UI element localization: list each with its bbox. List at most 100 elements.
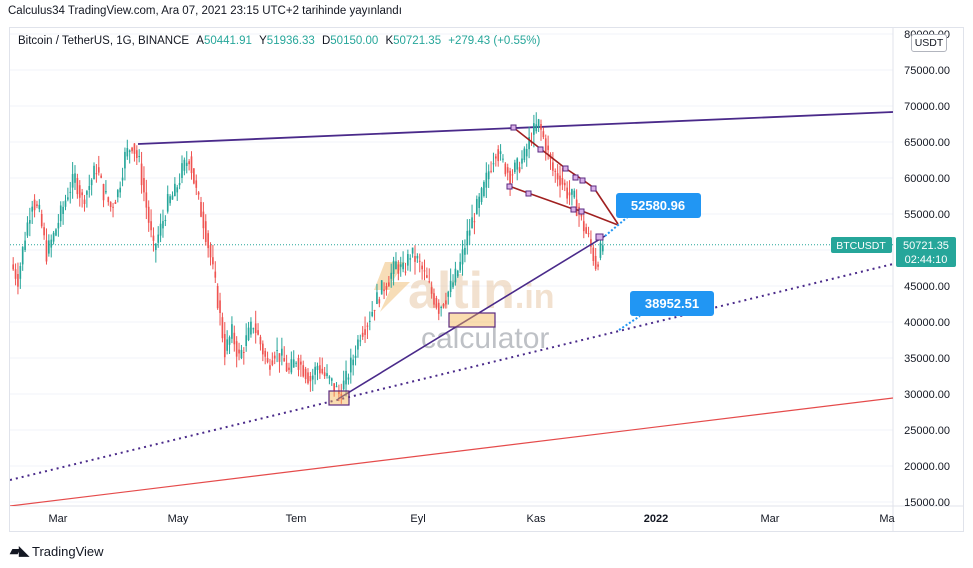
candle[interactable]	[59, 201, 62, 227]
candle[interactable]	[112, 202, 114, 218]
candle[interactable]	[240, 344, 243, 360]
candle[interactable]	[309, 371, 312, 392]
candle[interactable]	[71, 162, 74, 199]
candle[interactable]	[504, 162, 507, 177]
candle[interactable]	[152, 227, 155, 252]
candle[interactable]	[135, 145, 138, 166]
candle[interactable]	[582, 213, 585, 239]
candle[interactable]	[549, 152, 552, 170]
candle[interactable]	[181, 155, 183, 184]
candle[interactable]	[430, 281, 433, 299]
candle[interactable]	[511, 169, 514, 184]
candle[interactable]	[183, 157, 186, 176]
candle[interactable]	[214, 261, 217, 283]
candle[interactable]	[197, 191, 200, 200]
candle[interactable]	[100, 173, 102, 179]
candle[interactable]	[407, 249, 409, 271]
time-axis[interactable]: Mar May Tem Eyl Kas 2022 Mar Ma	[49, 513, 896, 525]
candle[interactable]	[402, 251, 404, 273]
candle[interactable]	[509, 167, 511, 196]
candle[interactable]	[28, 207, 31, 237]
candle[interactable]	[533, 114, 535, 148]
candle[interactable]	[138, 149, 141, 163]
candle[interactable]	[21, 246, 24, 271]
candle[interactable]	[578, 203, 580, 227]
candle[interactable]	[437, 299, 440, 321]
candle[interactable]	[219, 292, 221, 326]
candle[interactable]	[212, 244, 214, 270]
candle[interactable]	[26, 216, 29, 238]
candle[interactable]	[307, 368, 309, 385]
candle[interactable]	[537, 118, 540, 133]
candle[interactable]	[459, 253, 461, 273]
red-support-line[interactable]	[10, 397, 893, 506]
candle[interactable]	[273, 351, 276, 365]
candle[interactable]	[226, 330, 228, 355]
candle[interactable]	[483, 180, 485, 198]
candle[interactable]	[102, 183, 105, 208]
candle[interactable]	[323, 366, 326, 379]
candle[interactable]	[69, 181, 72, 204]
candle[interactable]	[140, 151, 143, 194]
price-axis[interactable]: 80000.0075000.0070000.0065000.0060000.00…	[904, 29, 950, 509]
candle[interactable]	[366, 322, 369, 340]
candle[interactable]	[62, 201, 64, 225]
candle[interactable]	[185, 151, 188, 174]
candle[interactable]	[461, 240, 464, 276]
candle[interactable]	[126, 139, 129, 160]
candle[interactable]	[357, 335, 359, 358]
candle[interactable]	[528, 126, 530, 159]
candle[interactable]	[361, 326, 364, 340]
candle[interactable]	[440, 305, 442, 317]
candle[interactable]	[116, 188, 119, 203]
candle[interactable]	[74, 165, 76, 190]
upper-callout[interactable]: 52580.96	[616, 193, 701, 218]
candle[interactable]	[292, 350, 295, 368]
candle[interactable]	[594, 247, 597, 271]
candle[interactable]	[516, 157, 519, 181]
candle[interactable]	[207, 230, 209, 258]
candle[interactable]	[492, 152, 495, 173]
candle[interactable]	[228, 335, 231, 354]
candle[interactable]	[297, 354, 300, 377]
candle[interactable]	[314, 362, 316, 385]
candle[interactable]	[76, 173, 79, 199]
candle[interactable]	[36, 200, 38, 209]
candle[interactable]	[411, 247, 414, 258]
candle[interactable]	[456, 269, 459, 279]
candle[interactable]	[552, 152, 554, 177]
candle[interactable]	[478, 193, 481, 217]
candle[interactable]	[523, 146, 526, 163]
candle[interactable]	[221, 312, 224, 343]
candle[interactable]	[535, 112, 538, 134]
candle[interactable]	[302, 360, 305, 378]
candle[interactable]	[335, 382, 338, 388]
candle[interactable]	[245, 323, 248, 352]
candle[interactable]	[499, 144, 502, 161]
candle[interactable]	[162, 209, 164, 238]
candle[interactable]	[288, 362, 290, 374]
candle[interactable]	[473, 212, 476, 235]
candle[interactable]	[449, 268, 452, 298]
candle[interactable]	[540, 119, 542, 141]
candle[interactable]	[133, 143, 136, 162]
candle[interactable]	[587, 226, 590, 238]
candle[interactable]	[238, 342, 240, 361]
candle[interactable]	[202, 202, 205, 240]
candle[interactable]	[592, 244, 595, 266]
candle[interactable]	[40, 209, 43, 229]
candle[interactable]	[378, 296, 381, 308]
candle[interactable]	[190, 151, 193, 180]
candle[interactable]	[169, 194, 171, 206]
symbol-price-tag[interactable]: BTCUSDT 50721.35 02:44:10	[831, 237, 956, 267]
candle[interactable]	[105, 180, 107, 195]
dotted-support-line[interactable]	[10, 263, 893, 481]
candle[interactable]	[471, 204, 473, 229]
candle[interactable]	[247, 321, 250, 342]
candle[interactable]	[259, 334, 262, 351]
candle[interactable]	[150, 209, 152, 238]
candle[interactable]	[342, 370, 345, 391]
candle[interactable]	[597, 261, 599, 271]
candle[interactable]	[561, 167, 564, 191]
candle[interactable]	[48, 234, 50, 257]
